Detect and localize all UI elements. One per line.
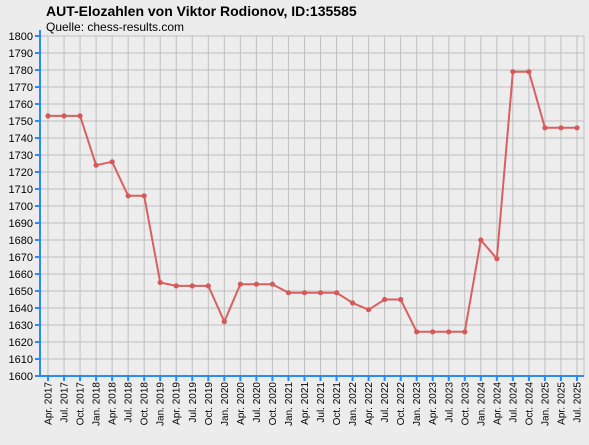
y-tick-label: 1650 [9,286,33,298]
data-point [526,69,532,75]
x-tick-label: Jul. 2022 [380,382,391,423]
axes [35,30,584,381]
x-tick-label: Jan. 2021 [284,382,295,426]
x-tick-label: Jan. 2025 [540,382,551,426]
x-tick-label: Jul. 2017 [60,382,71,423]
data-point [574,125,580,131]
data-point [366,307,372,313]
chart-subtitle: Quelle: chess-results.com [46,20,184,34]
y-tick-label: 1740 [9,133,33,145]
y-tick-label: 1770 [9,82,33,94]
grid-lines [40,35,584,377]
data-point [77,113,83,119]
data-point [221,319,227,325]
x-tick-label: Apr. 2024 [492,382,503,425]
data-point [462,329,468,335]
data-point [109,159,115,165]
data-point [510,69,516,75]
data-point [494,256,500,262]
x-tick-label: Oct. 2018 [140,382,151,426]
data-point [430,329,436,335]
data-point [414,329,420,335]
x-tick-label: Jul. 2020 [252,382,263,423]
y-tick-label: 1640 [9,303,33,315]
data-point [446,329,452,335]
data-point [558,125,564,131]
data-point [205,283,211,289]
data-point [301,290,308,296]
data-point [173,283,179,289]
x-tick-label: Jan. 2019 [156,382,167,426]
y-tick-label: 1790 [9,48,33,60]
y-tick-label: 1690 [9,218,33,230]
data-point [382,296,388,303]
x-tick-label: Jan. 2018 [92,382,103,426]
x-tick-label: Jul. 2021 [316,382,327,423]
y-tick-label: 1780 [9,65,33,77]
data-point [93,162,99,168]
x-axis-tick-labels: Apr. 2017 Jul. 2017 Oct. 2017 Jan. 2018 Apr.… [44,382,584,426]
x-tick-label: Oct. 2019 [204,382,215,426]
y-tick-label: 1610 [9,354,33,366]
x-tick-label: Oct. 2024 [524,382,535,426]
y-tick-label: 1630 [9,320,33,332]
x-tick-label: Jan. 2022 [348,382,359,426]
chart-title: AUT-Elozahlen von Viktor Rodionov, ID:13… [46,3,357,19]
y-tick-label: 1800 [9,31,33,43]
x-tick-label: Apr. 2022 [364,382,375,425]
x-tick-label: Apr. 2017 [44,382,55,425]
data-point [125,193,131,199]
x-tick-label: Apr. 2019 [172,382,183,425]
y-tick-label: 1710 [9,184,33,196]
x-tick-label: Apr. 2020 [236,382,247,425]
data-point [253,281,259,287]
x-tick-label: Jan. 2024 [476,382,487,426]
y-tick-label: 1660 [9,269,33,281]
x-tick-label: Jul. 2023 [444,382,455,423]
data-point [269,281,276,287]
data-point [141,193,147,199]
x-tick-label: Jan. 2023 [412,382,423,426]
x-tick-label: Oct. 2022 [396,382,407,426]
x-tick-label: Oct. 2021 [332,382,343,426]
x-tick-label: Apr. 2023 [428,382,439,425]
data-point [317,290,324,296]
y-tick-label: 1620 [9,337,33,349]
data-point [542,125,548,131]
y-tick-label: 1730 [9,150,33,162]
x-tick-label: Apr. 2018 [108,382,119,425]
x-tick-label: Oct. 2020 [268,382,279,426]
y-tick-label: 1700 [9,201,33,213]
y-tick-label: 1750 [9,116,33,128]
y-tick-label: 1720 [9,167,33,179]
data-point [349,300,356,306]
x-tick-label: Oct. 2023 [460,382,471,426]
x-tick-label: Apr. 2025 [556,382,567,425]
data-point [398,296,404,303]
y-tick-label: 1670 [9,252,33,264]
x-tick-label: Oct. 2017 [76,382,87,426]
data-point [61,113,67,119]
data-point [285,290,292,296]
series-line [48,70,577,333]
data-point [157,279,163,286]
y-tick-label: 1760 [9,99,33,111]
x-tick-label: Jul. 2025 [573,382,584,423]
x-tick-label: Jan. 2020 [220,382,231,426]
data-point [237,281,243,287]
x-tick-label: Jul. 2024 [508,382,519,423]
data-point [45,113,51,119]
data-point [333,290,340,296]
x-tick-label: Jul. 2018 [124,382,135,423]
x-tick-label: Apr. 2021 [300,382,311,425]
data-point [478,237,484,243]
series-elo [45,69,580,335]
data-point [189,283,195,289]
y-axis-tick-labels: 1600 1610 1620 1630 1640 1650 1660 1670 1680 1690… [9,31,33,383]
y-tick-label: 1600 [9,371,33,383]
y-tick-label: 1680 [9,235,33,247]
x-tick-label: Jul. 2019 [188,382,199,423]
